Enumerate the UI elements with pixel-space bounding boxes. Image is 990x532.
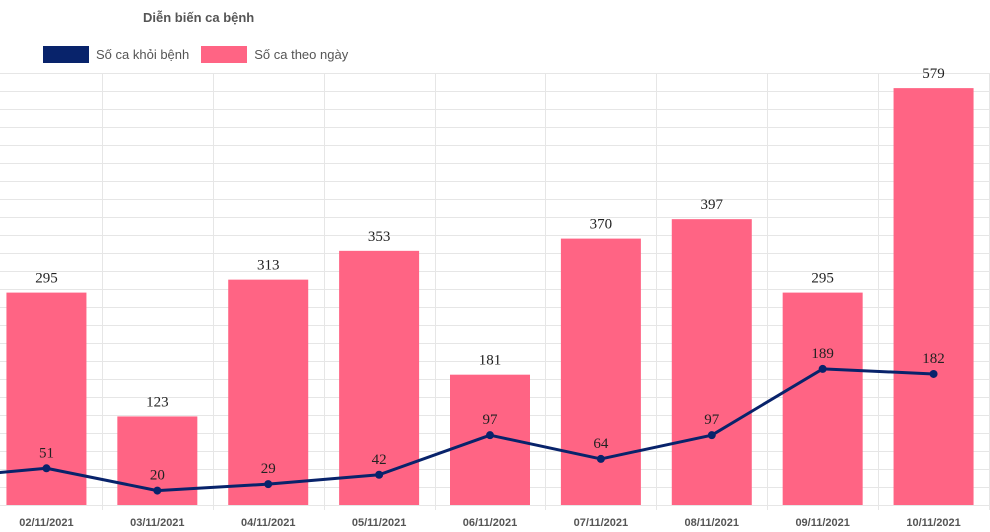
bar-value-label: 397 [701,197,724,213]
bar-value-label: 370 [590,217,613,233]
x-axis-ticks: 02/11/2021 03/11/2021 04/11/2021 05/11/2021… [19,517,961,529]
bar [782,292,863,505]
line-point [264,480,273,489]
line-value-label: 182 [922,351,945,367]
bar-value-label: 579 [922,66,945,82]
legend-label-recovered: Số ca khỏi bệnh [96,47,190,62]
bar-value-labels: 295 123 313 353 181 370 397 295 579 [35,66,945,410]
line-point [153,486,162,495]
legend: Số ca khỏi bệnh Số ca theo ngày [43,46,360,63]
line-point [375,470,384,479]
bar-value-label: 181 [479,353,502,369]
x-tick-label: 08/11/2021 [685,517,739,529]
line-value-label: 97 [704,412,720,428]
bar-value-label: 123 [146,394,169,410]
line-value-label: 42 [372,452,387,468]
line-value-label: 64 [593,436,609,452]
bar [893,88,974,506]
legend-item-daily-cases[interactable]: Số ca theo ngày [201,46,348,63]
legend-label-daily-cases: Số ca theo ngày [254,47,349,62]
legend-swatch-recovered [43,46,89,63]
bar [339,250,420,505]
line-point [818,364,827,373]
x-tick-label: 03/11/2021 [130,517,184,529]
line-point [707,431,716,440]
bar-value-label: 313 [257,258,280,274]
line-point [929,369,938,378]
bar [228,279,309,505]
chart-title: Diễn biến ca bệnh [143,10,255,25]
line-value-labels: 51 20 29 42 97 64 97 189 182 [39,346,945,484]
line-points [42,364,938,495]
bar [560,238,641,505]
x-tick-label: 07/11/2021 [574,517,628,529]
line-value-label: 97 [483,412,499,428]
x-tick-label: 05/11/2021 [352,517,406,529]
bar-series-daily-cases [6,88,974,506]
bar-value-label: 295 [35,271,58,287]
line-value-label: 29 [261,461,276,477]
legend-item-recovered[interactable]: Số ca khỏi bệnh [43,46,189,63]
x-tick-label: 04/11/2021 [241,517,295,529]
x-tick-label: 09/11/2021 [795,517,849,529]
line-series-recovered [0,367,934,493]
line-point [42,464,51,473]
legend-swatch-daily-cases [201,46,248,63]
line-value-label: 189 [811,346,834,362]
line-point [596,454,605,463]
x-tick-label: 02/11/2021 [19,517,73,529]
bar [671,219,752,505]
bar-value-label: 353 [368,229,391,245]
x-tick-label: 06/11/2021 [463,517,517,529]
bar-value-label: 295 [811,271,834,287]
line-value-label: 20 [150,468,165,484]
line-value-label: 51 [39,445,54,461]
line-point [486,431,494,440]
x-tick-label: 10/11/2021 [906,517,960,529]
